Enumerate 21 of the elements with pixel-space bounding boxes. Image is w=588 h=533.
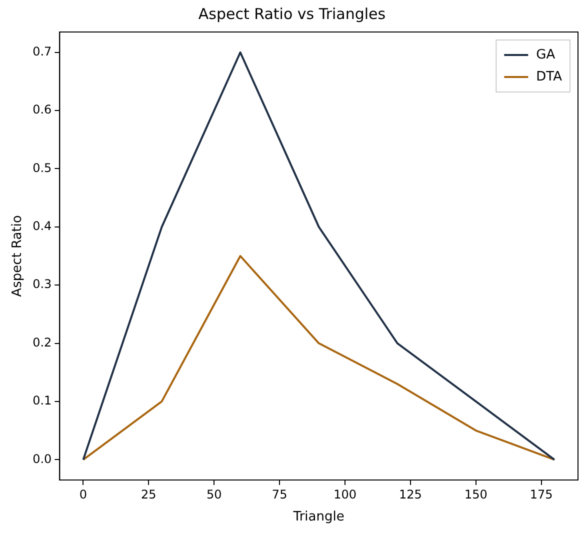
y-tick-label: 0.1 [32,394,52,408]
y-tick-label: 0.5 [32,160,52,175]
x-tick-label: 175 [530,487,553,502]
x-tick-label: 50 [206,487,222,502]
legend-label: DTA [536,69,562,84]
y-tick-label: 0.2 [32,335,52,350]
y-tick-label: 0.3 [32,277,52,292]
y-tick-label: 0.0 [32,452,52,466]
x-tick-label: 0 [79,487,88,502]
x-axis-title: Triangle [292,510,344,525]
chart-title: Aspect Ratio vs Triangles [198,4,386,23]
legend-label: GA [536,47,556,62]
x-tick-label: 125 [399,487,422,502]
y-tick-label: 0.7 [32,44,52,58]
x-tick-label: 25 [141,487,156,502]
x-tick-label: 100 [334,487,356,502]
y-tick-label: 0.6 [32,102,52,117]
x-tick-label: 75 [272,487,288,502]
y-tick-label: 0.4 [32,219,52,234]
x-tick-label: 150 [464,487,488,502]
y-axis-title: Aspect Ratio [10,215,26,297]
